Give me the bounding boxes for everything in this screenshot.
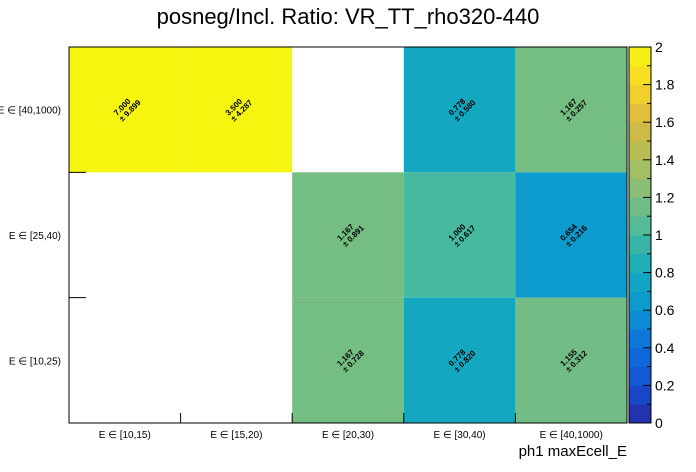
color-scale-label: 0 bbox=[655, 415, 663, 431]
heatmap-cell bbox=[292, 172, 404, 298]
color-scale-label: 0.4 bbox=[655, 340, 675, 356]
color-scale-step bbox=[629, 141, 651, 161]
x-tick-label: E ∈ [40,1000) bbox=[540, 430, 603, 441]
color-scale-step bbox=[629, 235, 651, 255]
heatmap-cell bbox=[403, 47, 516, 173]
color-scale-step bbox=[629, 197, 651, 217]
y-axis-ticks: E ∈ [40,1000) E ∈ [25,40) E ∈ [10,25) bbox=[0, 106, 61, 368]
heatmap-cell bbox=[403, 297, 516, 423]
heatmap-cell bbox=[515, 47, 627, 173]
chart-title: posneg/Incl. Ratio: VR_TT_rho320-440 bbox=[157, 4, 540, 29]
color-scale-label: 0.2 bbox=[655, 377, 675, 393]
y-tick-label: E ∈ [10,25) bbox=[9, 356, 61, 367]
color-scale-label: 0.6 bbox=[655, 302, 675, 318]
color-scale-step bbox=[629, 310, 651, 330]
color-scale-label: 1.4 bbox=[655, 152, 675, 168]
heatmap-cell bbox=[69, 47, 181, 173]
heatmap-cell bbox=[403, 172, 516, 298]
color-scale-label: 1 bbox=[655, 227, 663, 243]
color-scale-step bbox=[629, 272, 651, 292]
x-axis-title: ph1 maxEcell_E bbox=[519, 443, 627, 460]
heatmap-cell bbox=[515, 297, 627, 423]
color-scale-step bbox=[629, 329, 651, 349]
y-tick-label: E ∈ [25,40) bbox=[9, 231, 61, 242]
color-scale-step bbox=[629, 65, 651, 86]
color-scale-step bbox=[629, 366, 651, 386]
color-scale: 0 0.2 0.4 0.6 0.8 1 1.2 1.4 1.6 1.8 2 bbox=[628, 39, 675, 431]
color-scale-step bbox=[629, 47, 651, 67]
heatmap-cells: 7.000± 9.899 3.500± 4.287 0.778± 0.580 1.16… bbox=[69, 47, 627, 423]
color-scale-label: 0.8 bbox=[655, 265, 675, 281]
color-scale-label: 1.8 bbox=[655, 77, 675, 93]
color-scale-step bbox=[629, 216, 651, 236]
color-scale-label: 1.6 bbox=[655, 114, 675, 130]
color-scale-step bbox=[629, 347, 651, 368]
heatmap-cell bbox=[515, 172, 627, 298]
x-axis-ticks: E ∈ [10,15) E ∈ [15,20) E ∈ [20,30) E ∈ [30… bbox=[99, 430, 603, 441]
color-scale-step bbox=[629, 291, 651, 311]
x-tick-label: E ∈ [20,30) bbox=[322, 430, 374, 441]
x-tick-label: E ∈ [10,15) bbox=[99, 430, 151, 441]
y-tick-label: E ∈ [40,1000) bbox=[0, 106, 61, 117]
x-tick-label: E ∈ [15,20) bbox=[210, 430, 262, 441]
heatmap-cell bbox=[292, 297, 404, 423]
color-scale-step bbox=[629, 404, 651, 424]
plot-frame bbox=[68, 46, 628, 424]
heatmap-cell bbox=[180, 47, 293, 173]
color-scale-label: 1.2 bbox=[655, 189, 675, 205]
color-scale-step bbox=[629, 84, 651, 104]
color-scale-step bbox=[629, 178, 651, 198]
x-tick-label: E ∈ [30,40) bbox=[434, 430, 486, 441]
color-scale-step bbox=[629, 253, 651, 274]
color-scale-label: 2 bbox=[655, 39, 663, 55]
color-scale-step bbox=[629, 122, 651, 142]
color-scale-step bbox=[629, 103, 651, 123]
color-scale-step bbox=[629, 159, 651, 180]
color-scale-step bbox=[629, 385, 651, 405]
